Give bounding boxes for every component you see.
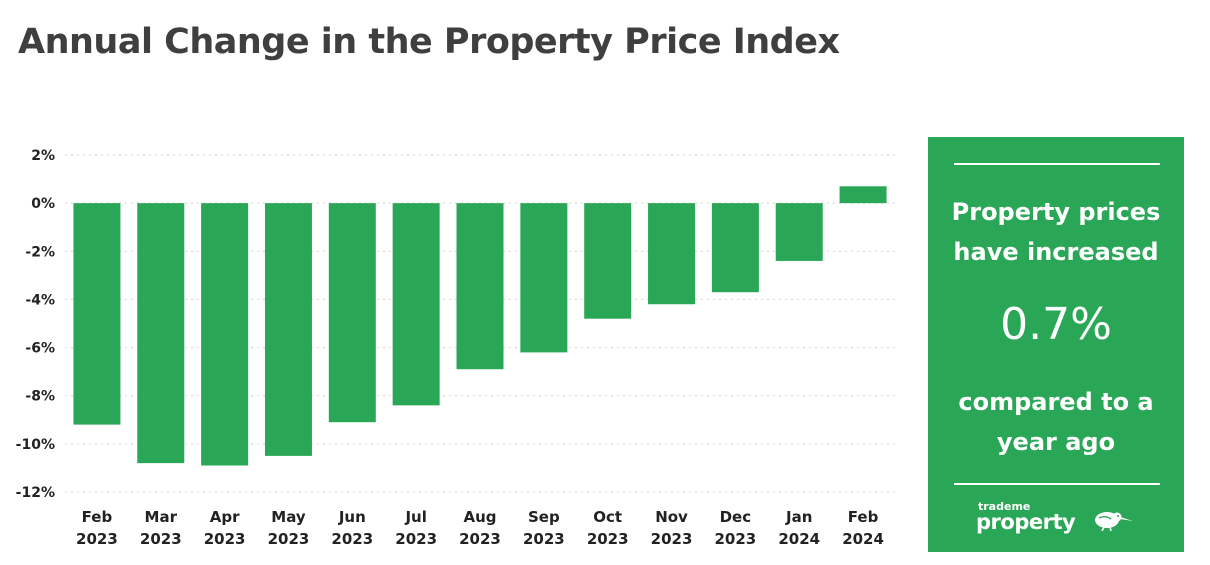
kiwi-bird-icon: [1095, 512, 1133, 531]
x-tick-label: Jan: [785, 508, 812, 526]
bar: [648, 203, 696, 305]
bar: [328, 203, 376, 423]
bar: [392, 203, 440, 406]
x-tick-label: 2024: [778, 530, 820, 548]
bar: [711, 203, 759, 293]
x-tick-label: Jun: [338, 508, 366, 526]
x-tick-label: Jul: [404, 508, 426, 526]
x-tick-label: Mar: [145, 508, 178, 526]
bar: [264, 203, 312, 456]
summary-subtext: compared to a year ago: [928, 382, 1184, 462]
summary-panel: Property prices have increased 0.7% comp…: [928, 137, 1184, 552]
bar-chart: 2% 0% -2% -4% -6% -8% -10% -12% Feb 2023 Mar 2023 Ap…: [16, 148, 895, 548]
bar: [584, 203, 632, 319]
x-tick-label: Oct: [593, 508, 622, 526]
x-tick-label: 2023: [715, 530, 757, 548]
y-tick-label: -4%: [25, 292, 55, 308]
x-tick-label: Nov: [655, 508, 688, 526]
bar: [137, 203, 185, 464]
summary-heading-line: have increased: [953, 238, 1159, 266]
y-tick-label: -8%: [25, 389, 55, 405]
panel-bottom-divider: [954, 483, 1160, 485]
panel-top-divider: [954, 163, 1160, 165]
logo-small-text: trademe: [978, 500, 1031, 513]
x-tick-label: 2023: [268, 530, 310, 548]
x-tick-label: 2023: [523, 530, 565, 548]
x-tick-label: 2023: [651, 530, 693, 548]
bar: [520, 203, 568, 353]
summary-subtext-line: year ago: [996, 428, 1116, 456]
x-tick-label: 2024: [842, 530, 884, 548]
trademe-property-logo: trademe property: [976, 501, 1146, 535]
x-tick-label: May: [271, 508, 306, 526]
bar: [839, 186, 887, 204]
x-tick-label: Feb: [82, 508, 113, 526]
logo-big-text: property: [976, 510, 1076, 534]
x-tick-label: Aug: [463, 508, 496, 526]
bar: [73, 203, 121, 425]
x-tick-label: 2023: [459, 530, 501, 548]
y-tick-label: -12%: [16, 485, 55, 501]
y-tick-label: -10%: [16, 437, 55, 453]
bar: [456, 203, 504, 370]
bar: [201, 203, 249, 466]
x-tick-label: Dec: [720, 508, 752, 526]
y-tick-label: -6%: [25, 341, 55, 357]
x-tick-label: 2023: [331, 530, 373, 548]
summary-heading-line: Property prices: [951, 198, 1161, 226]
y-tick-label: 0%: [31, 196, 55, 212]
bar: [775, 203, 823, 261]
x-tick-label: 2023: [76, 530, 118, 548]
x-tick-label: Feb: [848, 508, 879, 526]
x-tick-label: 2023: [587, 530, 629, 548]
x-tick-label: Apr: [210, 508, 240, 526]
summary-heading: Property prices have increased: [928, 192, 1184, 272]
x-tick-label: Sep: [528, 508, 560, 526]
y-tick-label: 2%: [31, 148, 55, 164]
y-tick-label: -2%: [25, 244, 55, 260]
x-tick-label: 2023: [395, 530, 437, 548]
page-title: Annual Change in the Property Price Inde…: [18, 22, 840, 62]
x-tick-label: 2023: [204, 530, 246, 548]
x-tick-label: 2023: [140, 530, 182, 548]
summary-value: 0.7%: [1000, 299, 1112, 350]
summary-subtext-line: compared to a: [958, 388, 1154, 416]
